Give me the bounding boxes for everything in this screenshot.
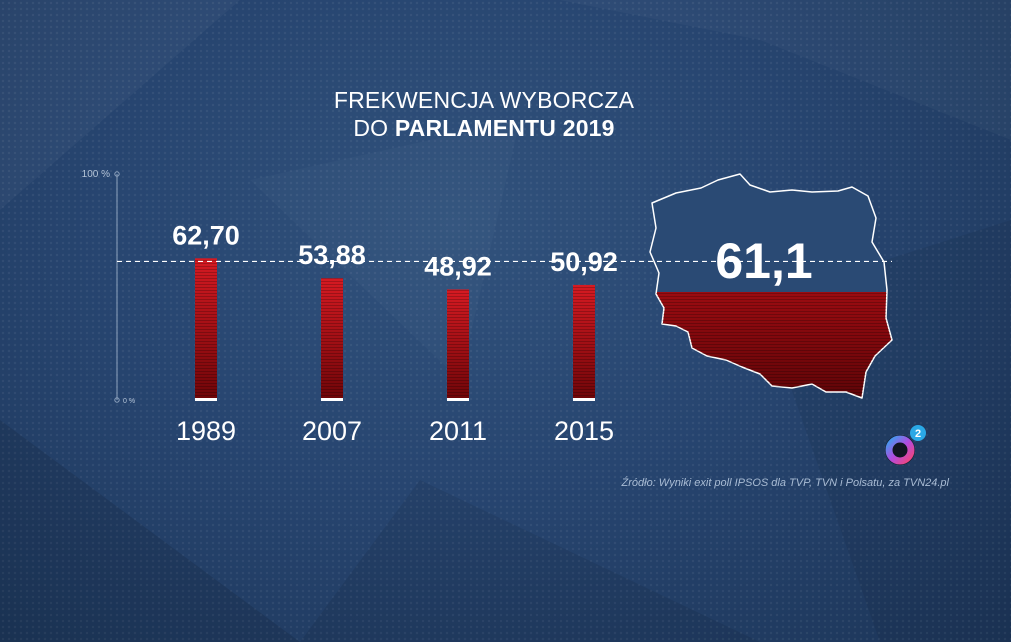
- bar-stripes: [321, 278, 343, 400]
- y-axis-bottom-marker: [114, 397, 120, 403]
- title-line-2-bold: PARLAMENTU 2019: [394, 115, 615, 141]
- category-label: 1989: [176, 416, 236, 446]
- y-axis-top-marker: [114, 171, 120, 177]
- bar-value-label: 62,70: [172, 220, 240, 250]
- y-axis-bottom-label: 0 %: [123, 398, 135, 405]
- bar-baseline-marker: [573, 398, 595, 401]
- source-note: Źródło: Wyniki exit poll IPSOS dla TVP, …: [621, 477, 949, 489]
- bar-baseline-marker: [321, 398, 343, 401]
- bar-stripes: [447, 289, 469, 400]
- bar-stripes: [573, 284, 595, 400]
- logo-badge-text: 2: [915, 428, 921, 440]
- category-label: 2007: [302, 416, 362, 446]
- poland-map-upper: [649, 173, 888, 292]
- bar-value-label: 48,92: [424, 251, 492, 281]
- title-line-2-light: DO: [353, 115, 395, 141]
- title-line-2: DO PARLAMENTU 2019: [0, 114, 968, 142]
- bar-baseline-marker: [195, 398, 217, 401]
- y-axis-top-label: 100 %: [82, 169, 110, 180]
- bar-value-label: 53,88: [298, 240, 366, 270]
- bar-stripes: [195, 258, 217, 400]
- poland-map-stripes: [656, 292, 892, 398]
- title-line-1: FREKWENCJA WYBORCZA: [333, 87, 635, 113]
- poland-map: 61,1: [649, 173, 893, 399]
- category-label: 2011: [429, 416, 487, 446]
- bar-baseline-marker: [447, 398, 469, 401]
- tvn24-o2-logo-icon: 2: [885, 425, 926, 465]
- chart-title: FREKWENCJA WYBORCZA DO PARLAMENTU 2019: [0, 86, 968, 142]
- category-label: 2015: [554, 416, 614, 446]
